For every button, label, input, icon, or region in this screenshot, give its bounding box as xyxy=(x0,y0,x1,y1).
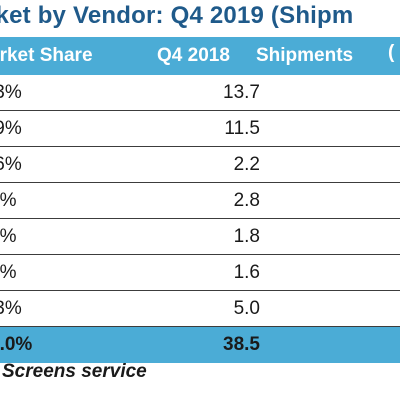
q4-2018-cell: 11.5 xyxy=(224,118,260,139)
market-share-cell: .3% xyxy=(0,298,22,319)
market-share-cell: 8% xyxy=(0,190,17,211)
table-header: arket Share Q4 2018 Shipments ( xyxy=(0,37,400,75)
market-share-cell: .9% xyxy=(0,118,22,139)
q4-2018-cell: 1.8 xyxy=(233,226,260,247)
market-share-cell: .3% xyxy=(0,82,22,103)
total-q4-2018-cell: 38.5 xyxy=(223,334,260,355)
table-row: .3% 5.0 xyxy=(0,291,400,327)
source-note: Screens service xyxy=(2,361,147,382)
table-row: 8% 2.8 xyxy=(0,183,400,219)
q4-2018-cell: 1.6 xyxy=(233,262,260,283)
table-row: 7% 1.6 xyxy=(0,255,400,291)
table-row: .9% 11.5 xyxy=(0,111,400,147)
q4-2018-cell: 13.7 xyxy=(223,82,260,103)
market-share-cell: 7% xyxy=(0,262,17,283)
header-cut-off-column: ( xyxy=(388,42,395,63)
table-row: .6% 2.2 xyxy=(0,147,400,183)
table-total-row: 0.0% 38.5 xyxy=(0,327,400,363)
table-row: 4% 1.8 xyxy=(0,219,400,255)
q4-2018-cell: 2.2 xyxy=(233,154,260,175)
table-body: .3% 13.7 .9% 11.5 .6% 2.2 8% 2.8 4% 1.8 … xyxy=(0,75,400,363)
market-share-cell: .6% xyxy=(0,154,22,175)
header-shipments: Shipments xyxy=(256,45,354,66)
header-market-share: arket Share xyxy=(0,45,93,66)
q4-2018-cell: 5.0 xyxy=(233,298,260,319)
total-market-share-cell: 0.0% xyxy=(0,334,33,355)
header-q4-2018: Q4 2018 xyxy=(157,45,230,66)
market-share-cell: 4% xyxy=(0,226,17,247)
table-row: .3% 13.7 xyxy=(0,75,400,111)
q4-2018-cell: 2.8 xyxy=(233,190,260,211)
table-title: rket by Vendor: Q4 2019 (Shipm xyxy=(0,2,354,29)
